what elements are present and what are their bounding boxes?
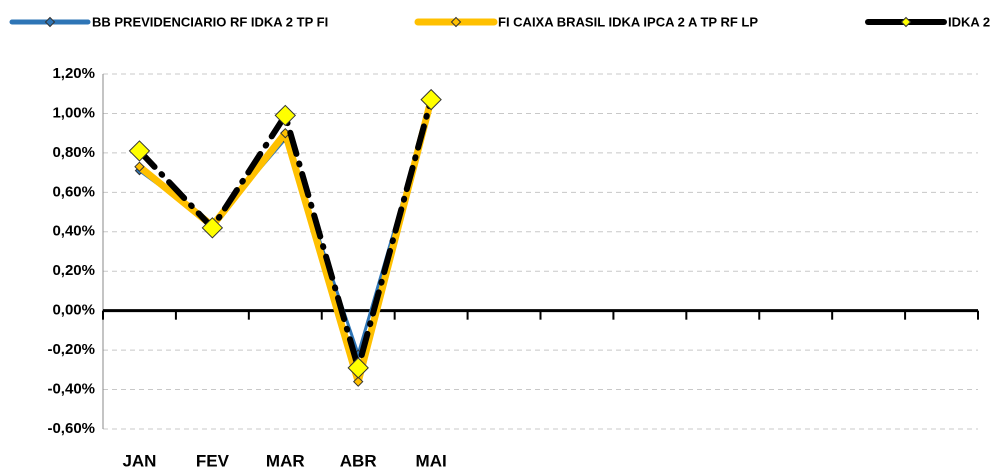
data-point bbox=[274, 104, 296, 127]
y-tick-label: 0,20% bbox=[52, 262, 95, 279]
legend-marker bbox=[44, 16, 56, 28]
y-tick-label: -0,40% bbox=[47, 381, 95, 398]
y-tick-label: -0,60% bbox=[47, 420, 95, 437]
y-tick-label: -0,20% bbox=[47, 341, 95, 358]
y-tick-label: 0,00% bbox=[52, 302, 95, 319]
y-tick-label: 0,40% bbox=[52, 223, 95, 240]
legend-marker bbox=[900, 16, 912, 28]
x-tick-label: FEV bbox=[196, 451, 230, 470]
legend-label: BB PREVIDENCIARIO RF IDKA 2 TP FI bbox=[92, 14, 328, 29]
x-tick-label: MAI bbox=[416, 451, 447, 470]
data-point bbox=[347, 357, 369, 379]
y-tick-label: 0,60% bbox=[52, 183, 95, 200]
y-tick-label: 1,00% bbox=[52, 104, 95, 121]
data-point bbox=[134, 161, 145, 172]
legend-label: FI CAIXA BRASIL IDKA IPCA 2 A TP RF LP bbox=[498, 14, 758, 29]
data-point bbox=[128, 140, 151, 162]
x-tick-label: JAN bbox=[122, 451, 156, 470]
legend-label: IDKA 2 bbox=[948, 14, 990, 29]
series-line bbox=[135, 96, 435, 386]
y-tick-label: 1,20% bbox=[52, 65, 95, 82]
legend-marker bbox=[450, 16, 462, 28]
x-tick-label: MAR bbox=[266, 451, 305, 470]
y-tick-label: 0,80% bbox=[52, 144, 95, 161]
data-point bbox=[353, 376, 364, 387]
data-point bbox=[201, 217, 224, 239]
x-tick-label: ABR bbox=[340, 451, 377, 470]
data-point bbox=[420, 88, 442, 111]
